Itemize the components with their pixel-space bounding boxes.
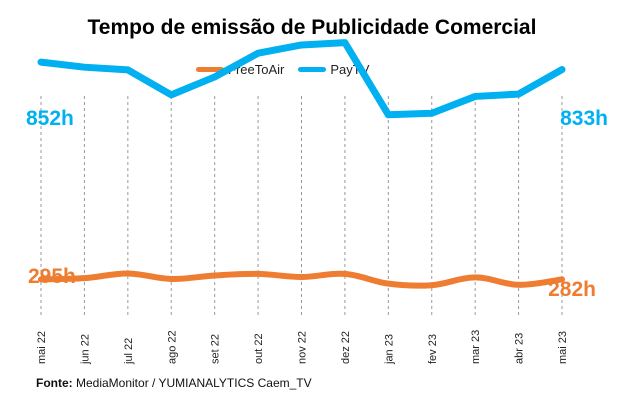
series-line-paytv [37,39,566,119]
x-tick-label: mar 23 [470,330,482,364]
x-tick-label: mai 22 [36,331,48,364]
x-tick-label: set 22 [210,334,222,364]
x-tick-label: nov 22 [297,331,309,364]
x-tick-label: ago 22 [166,330,178,364]
series-line-freetoair [38,270,565,289]
source-label: Fonte: [36,376,73,390]
x-tick-label: jun 22 [79,334,91,365]
data-label-paytv-12: 833h [560,107,608,130]
source-text: MediaMonitor / YUMIANALYTICS Caem_TV [72,376,312,390]
legend-swatch-paytv [298,67,327,72]
source-note: Fonte: MediaMonitor / YUMIANALYTICS Caem… [36,376,312,390]
x-tick-label: jan 23 [383,334,395,365]
x-tick-label: jul 22 [123,338,135,365]
data-label-freetoair-0: 295h [28,265,76,288]
x-tick-label: mai 23 [557,331,569,364]
legend-swatch-freetoair [196,67,224,72]
x-tick-label: abr 23 [514,333,526,364]
data-label-freetoair-12: 282h [548,278,596,301]
chart-title: Tempo de emissão de Publicidade Comercia… [87,16,537,39]
x-tick-label: dez 22 [340,331,352,364]
data-label-paytv-0: 852h [26,107,74,130]
x-tick-label: fev 23 [427,334,439,364]
x-tick-label: out 22 [253,333,265,364]
